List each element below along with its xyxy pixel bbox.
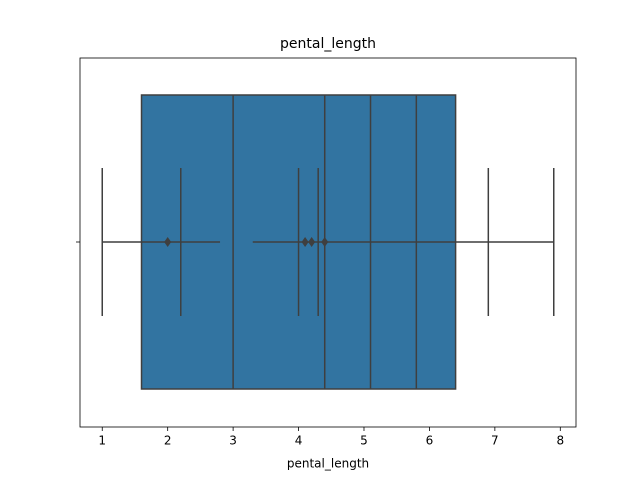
chart-title: pental_length bbox=[280, 36, 376, 52]
x-tick-label: 4 bbox=[295, 434, 303, 448]
outlier bbox=[301, 237, 309, 247]
x-tick-label: 2 bbox=[164, 434, 172, 448]
plot-frame bbox=[79, 57, 577, 428]
x-tick-label: 3 bbox=[229, 434, 237, 448]
x-tick-label: 8 bbox=[556, 434, 564, 448]
outlier bbox=[308, 237, 316, 247]
x-tick-label: 1 bbox=[98, 434, 106, 448]
x-tick-label: 7 bbox=[491, 434, 499, 448]
outlier bbox=[164, 237, 172, 247]
x-tick-label: 6 bbox=[426, 434, 434, 448]
outlier bbox=[321, 237, 329, 247]
x-tick-label: 5 bbox=[360, 434, 368, 448]
x-axis-label: pental_length bbox=[287, 457, 369, 471]
